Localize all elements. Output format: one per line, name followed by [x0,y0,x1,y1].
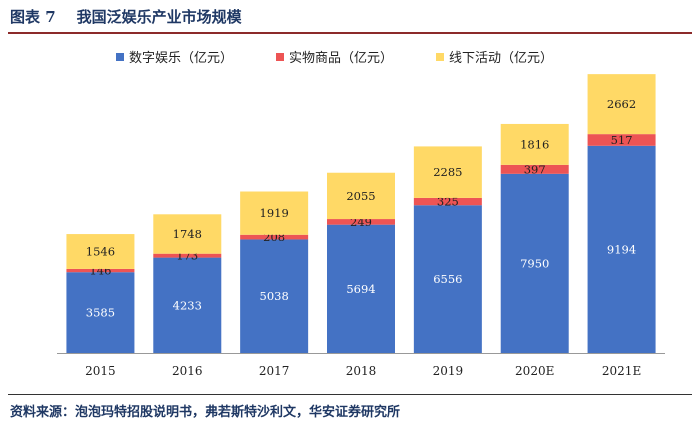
bar-offline-2021E [587,74,656,135]
legend-label-digital: 数字娱乐（亿元） [129,51,233,66]
value-label-offline-2021E: 2662 [607,97,636,111]
bar-offline-2018 [327,172,395,220]
bar-offline-2019 [413,146,482,198]
value-label-digital-2021E: 9194 [607,242,636,256]
bar-digital-2020E [500,173,569,353]
legend-label-physical: 实物商品（亿元） [289,51,393,66]
bar-digital-2018 [327,224,395,353]
value-label-physical-2021E: 517 [611,133,633,147]
value-label-digital-2016: 4233 [173,298,202,312]
bar-digital-2019 [413,205,482,353]
legend-swatch-offline [436,53,444,61]
bar-physical-2019 [413,197,482,206]
bar-offline-2016 [153,214,222,254]
value-label-digital-2018: 5694 [346,282,375,296]
footer-divider [8,394,692,395]
bar-physical-2017 [240,234,309,240]
bar-digital-2015 [66,272,135,353]
legend-swatch-physical [276,53,284,61]
title-divider [8,32,692,34]
x-tick-2016: 2016 [172,364,203,378]
bar-offline-2020E [500,123,569,165]
value-label-digital-2015: 3585 [86,306,115,320]
bar-physical-2016 [153,253,222,258]
bar-offline-2015 [66,234,135,269]
value-label-physical-2019: 325 [437,195,459,209]
figure-label: 图表 7 [10,8,56,26]
bar-digital-2017 [240,239,309,353]
value-label-digital-2017: 5038 [260,289,289,303]
x-tick-2015: 2015 [85,364,116,378]
bar-physical-2015 [66,268,135,273]
value-label-offline-2016: 1748 [173,227,202,241]
source-note: 资料来源：泡泡玛特招股说明书，弗若斯特沙利文，华安证券研究所 [10,405,401,420]
bar-digital-2016 [153,257,222,353]
value-label-offline-2017: 1919 [260,206,289,220]
value-label-offline-2020E: 1816 [520,137,549,151]
x-tick-2021E: 2021E [602,364,641,378]
x-tick-2018: 2018 [346,364,377,378]
x-tick-2020E: 2020E [515,364,554,378]
legend-label-offline: 线下活动（亿元） [449,51,553,66]
bar-physical-2020E [500,164,569,174]
value-label-digital-2019: 6556 [433,272,462,286]
value-label-offline-2019: 2285 [433,165,462,179]
legend-swatch-digital [116,53,124,61]
value-label-digital-2020E: 7950 [520,256,549,270]
bars: 3585146154642331731748503820819195694249… [66,74,656,353]
title-text: 我国泛娱乐产业市场规模 [76,8,242,26]
bar-digital-2021E [587,145,656,353]
value-label-physical-2020E: 397 [524,162,546,176]
x-tick-2019: 2019 [433,364,464,378]
value-label-offline-2015: 1546 [86,244,115,258]
bar-physical-2021E [587,134,656,146]
value-label-offline-2018: 2055 [346,189,375,203]
x-tick-labels: 2015 2016 2017 2018 2019 2020E 2021E [85,364,641,378]
bar-offline-2017 [240,191,309,235]
legend: 数字娱乐（亿元） 实物商品（亿元） 线下活动（亿元） [116,51,553,66]
chart-title: 图表 7 我国泛娱乐产业市场规模 [10,6,242,27]
x-tick-2017: 2017 [259,364,290,378]
bar-physical-2018 [327,219,395,225]
